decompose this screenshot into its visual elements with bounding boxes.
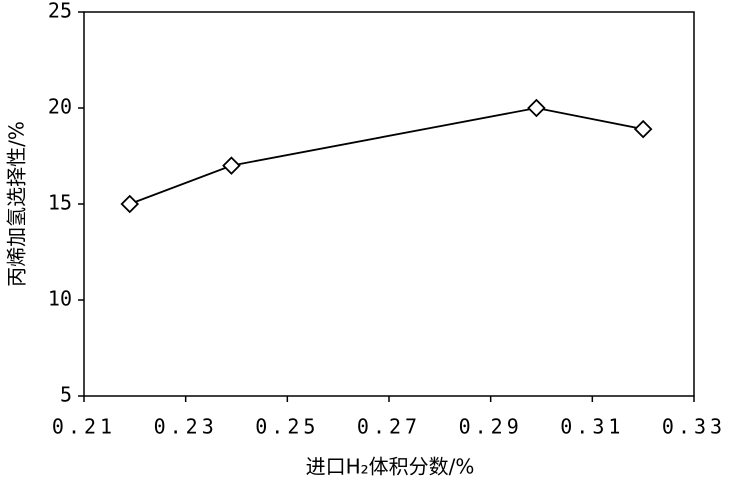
x-tick-label: 0.21 [52,415,116,439]
line [129,107,644,205]
x-tick-label: 0.27 [357,415,421,439]
y-tick-label: 5 [60,383,72,407]
y-tick-label: 20 [48,95,72,119]
y-tick-label: 10 [48,287,72,311]
marker [222,156,241,175]
x-tick-label: 0.23 [154,415,218,439]
x-axis-label: 进口H₂体积分数/% [306,455,475,479]
plot-frame [83,11,695,397]
marker [120,194,140,214]
x-tick-label: 0.25 [255,415,319,439]
marker [633,119,653,139]
y-axis-label: 丙烯加氢选择性/% [5,121,29,287]
x-tick-label: 0.29 [459,415,523,439]
marker [527,98,546,118]
x-tick-label: 0.33 [662,415,726,439]
x-tick-label: 0.31 [560,415,624,439]
y-tick-label: 25 [48,0,72,23]
y-tick-label: 15 [48,191,72,215]
